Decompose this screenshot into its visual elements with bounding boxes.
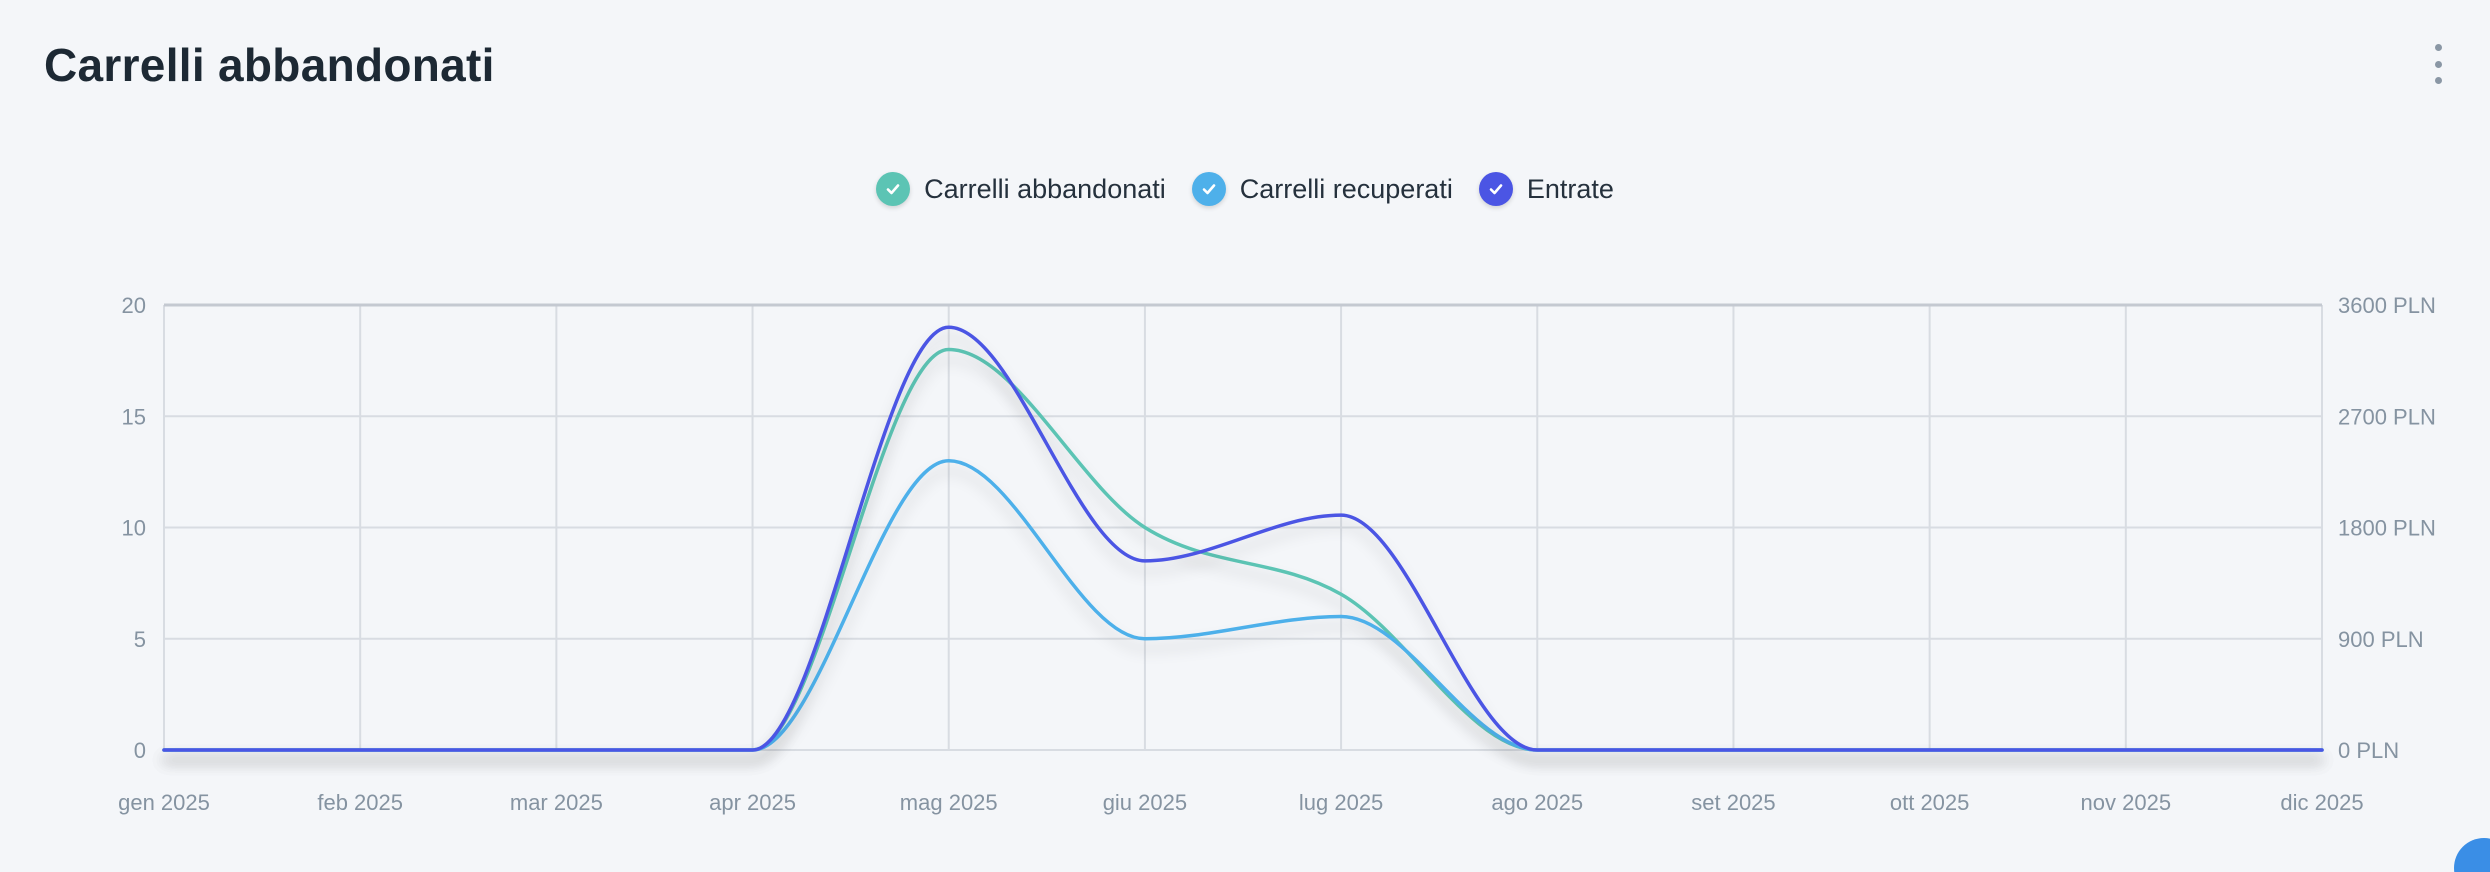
y-right-tick-label: 900 PLN [2338,627,2424,652]
chart-series [162,325,2324,752]
menu-dot [2434,60,2442,68]
y-left-tick-label: 20 [122,293,146,318]
legend-label: Carrelli recuperati [1239,173,1453,204]
y-left-tick-label: 10 [122,516,146,541]
y-right-tick-label: 1800 PLN [2338,516,2436,541]
legend-label: Entrate [1526,173,1614,204]
menu-dot [2434,44,2442,51]
y-left-tick-label: 15 [122,404,146,429]
y-left-tick-label: 0 [134,738,146,763]
more-options-icon[interactable] [2426,44,2450,84]
x-tick-label: mar 2025 [510,790,603,815]
chart-axis-labels: 0 5 10 15 20 0 PLN 900 PLN 1800 PLN 2700 PLN 3600… [118,293,2436,815]
x-tick-label: dic 2025 [2280,790,2363,815]
series-line-carrelli-abbandonati [162,347,2324,752]
widget-title: Carrelli abbandonati [44,39,495,91]
y-right-tick-label: 0 PLN [2338,738,2399,763]
x-tick-label: apr 2025 [709,790,796,815]
x-tick-label: nov 2025 [2081,790,2172,815]
x-tick-label: lug 2025 [1299,790,1383,815]
y-left-tick-label: 5 [134,627,146,652]
check-icon [1191,172,1226,206]
x-tick-label: ott 2025 [1890,790,1970,815]
check-icon [1478,172,1513,206]
series-line-carrelli-recuperati [162,459,2324,752]
check-icon [876,172,911,206]
x-tick-label: feb 2025 [317,790,403,815]
chart-legend: Carrelli abbandonati Carrelli recuperati… [0,172,2490,206]
x-tick-label: giu 2025 [1103,790,1187,815]
legend-item-abbandonati[interactable]: Carrelli abbandonati [876,172,1166,206]
chart-grid [163,303,2323,751]
x-tick-label: set 2025 [1691,790,1775,815]
x-tick-label: ago 2025 [1491,790,1583,815]
menu-dot [2434,77,2442,84]
y-right-tick-label: 3600 PLN [2338,293,2436,318]
series-line-entrate [162,325,2324,752]
legend-label: Carrelli abbandonati [924,173,1166,204]
x-tick-label: gen 2025 [118,790,210,815]
x-tick-label: mag 2025 [900,790,998,815]
y-right-tick-label: 2700 PLN [2338,404,2436,429]
legend-item-recuperati[interactable]: Carrelli recuperati [1191,172,1453,206]
legend-item-entrate[interactable]: Entrate [1478,172,1614,206]
